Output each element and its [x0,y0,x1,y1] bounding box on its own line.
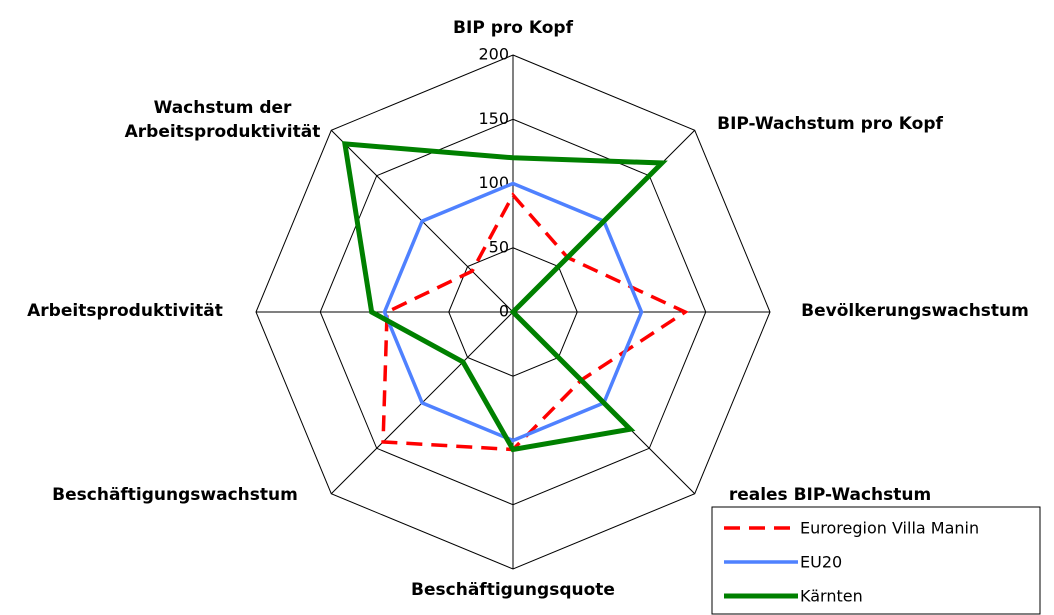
category-label: Wachstum der Arbeitsproduktivität [124,98,321,142]
category-label: Beschäftigungsquote [411,580,615,600]
category-label: Bevölkerungswachstum [801,301,1029,321]
tick-label: 150 [478,109,509,128]
legend-label: Euroregion Villa Manin [800,519,979,538]
category-label: reales BIP-Wachstum [728,485,932,505]
tick-label: 50 [489,237,509,256]
series-line [341,141,668,453]
legend-label: Kärnten [800,587,863,606]
category-label: BIP pro Kopf [453,18,573,38]
category-label: Beschäftigungswachstum [52,485,298,505]
tick-label: 100 [478,173,509,192]
legend-label: EU20 [800,553,842,572]
tick-label: 200 [478,45,509,64]
series-line [382,181,644,443]
tick-label: 0 [499,302,509,321]
category-label: BIP-Wachstum pro Kopf [717,114,943,134]
series-line [381,192,689,452]
category-label: Arbeitsproduktivität [27,301,223,321]
